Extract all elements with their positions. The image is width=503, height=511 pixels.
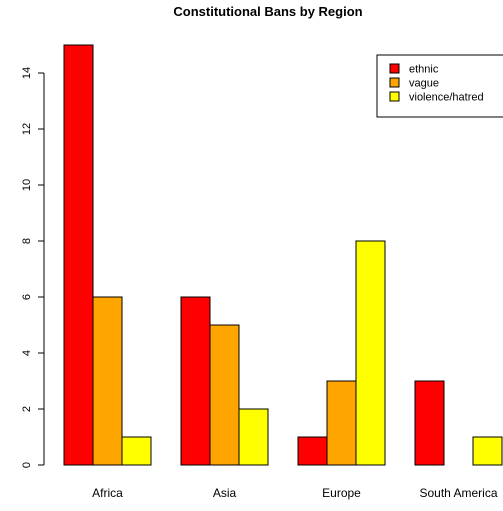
bar-violence-hatred-asia [238, 408, 269, 466]
y-tick-label: 6 [21, 294, 33, 300]
legend-label: ethnic [409, 64, 439, 76]
legend-swatch [389, 91, 400, 102]
legend-label: vague [409, 78, 439, 90]
x-axis-labels: Africa Asia Europe South America [92, 486, 498, 500]
bar-ethnic-africa [63, 44, 94, 466]
bar-ethnic-asia [180, 296, 211, 466]
y-tick-label: 8 [21, 238, 33, 244]
x-tick-label: South America [419, 486, 497, 500]
bar-vague-asia [209, 324, 240, 466]
legend-swatch [389, 63, 400, 74]
bar-vague-africa [92, 296, 123, 466]
x-tick-label: Asia [213, 486, 237, 500]
y-tick-label: 14 [21, 67, 33, 79]
bar-violence-hatred-africa [121, 436, 152, 466]
bar-violence-hatred-europe [355, 240, 386, 466]
chart-title: Constitutional Bans by Region [173, 4, 362, 19]
bars [63, 44, 503, 466]
bar-violence-hatred-south-america [472, 436, 503, 466]
y-axis: 0 2 4 6 8 10 12 14 [21, 67, 45, 468]
bar-ethnic-europe [297, 436, 328, 466]
y-tick-label: 4 [21, 350, 33, 356]
y-tick-label: 0 [21, 462, 33, 468]
x-tick-label: Europe [322, 486, 361, 500]
bar-ethnic-south-america [414, 380, 445, 466]
legend-swatch [389, 77, 400, 88]
y-tick-label: 12 [21, 123, 33, 135]
legend: ethnic vague violence/hatred [376, 54, 503, 118]
y-tick-label: 2 [21, 406, 33, 412]
y-tick-label: 10 [21, 179, 33, 191]
x-tick-label: Africa [92, 486, 123, 500]
bar-vague-europe [326, 380, 357, 466]
legend-label: violence/hatred [409, 92, 484, 104]
